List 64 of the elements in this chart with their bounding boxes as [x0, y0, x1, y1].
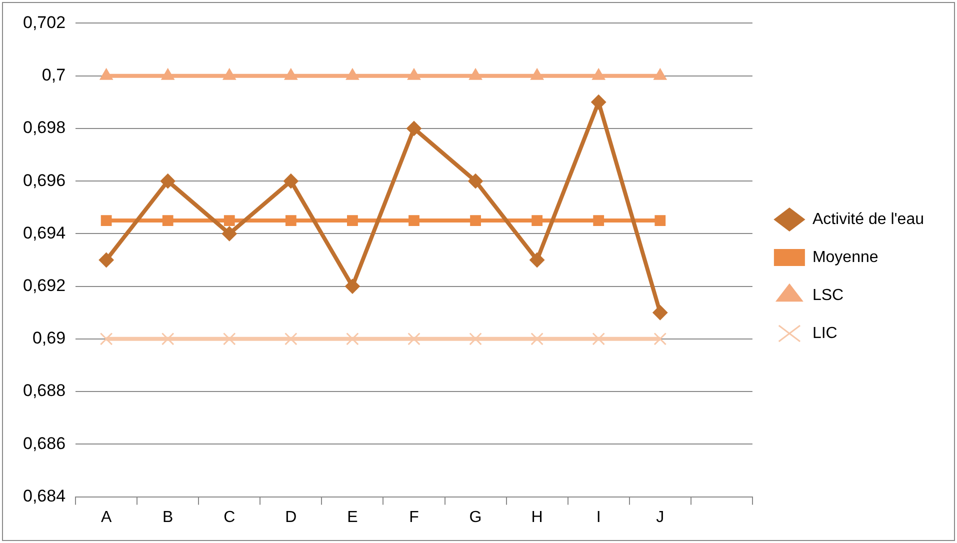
point — [100, 215, 112, 226]
x-tick-label: C — [224, 508, 236, 526]
point — [592, 332, 606, 346]
legend-label: Moyenne — [812, 248, 878, 266]
point — [408, 332, 420, 346]
y-tick-label: 0,692 — [22, 276, 66, 295]
legend-label: Activité de l'eau — [812, 210, 924, 228]
point — [222, 226, 237, 242]
point — [284, 68, 298, 80]
point — [98, 252, 114, 268]
x-tick-label: J — [656, 508, 664, 526]
point — [652, 305, 668, 320]
point — [468, 174, 484, 189]
point — [344, 278, 360, 294]
y-tick-label: 0,696 — [22, 170, 66, 190]
point — [162, 215, 174, 226]
point — [530, 68, 544, 80]
point — [468, 68, 482, 80]
point — [160, 174, 176, 189]
point — [347, 215, 358, 226]
point — [100, 332, 113, 346]
point — [592, 68, 606, 80]
y-tick-label: 0,7 — [42, 66, 66, 85]
point — [530, 332, 544, 346]
point — [224, 215, 235, 226]
point — [222, 332, 236, 346]
y-tick-label: 0,684 — [22, 486, 66, 506]
x-tick-label: F — [409, 508, 420, 526]
point — [406, 120, 422, 136]
legend-label: LIC — [812, 324, 838, 342]
point — [591, 94, 606, 110]
x-tick-label: H — [531, 508, 543, 526]
point — [346, 68, 360, 80]
point — [593, 215, 604, 226]
point — [654, 215, 666, 226]
y-tick-label: 0,69 — [32, 328, 66, 348]
point — [283, 174, 298, 189]
point — [346, 332, 359, 346]
point — [530, 252, 545, 268]
y-tick-label: 0,686 — [22, 434, 66, 453]
point — [285, 215, 296, 226]
point — [470, 215, 481, 226]
x-tick-label: E — [347, 508, 358, 526]
y-tick-label: 0,698 — [22, 118, 66, 138]
point — [407, 68, 421, 80]
y-tick-label: 0,694 — [22, 223, 66, 242]
point — [161, 332, 174, 346]
point — [408, 215, 420, 226]
x-tick-label: B — [162, 508, 174, 526]
point — [654, 68, 667, 80]
y-tick-label: 0,702 — [22, 12, 66, 32]
point — [161, 68, 174, 80]
legend-label: LSC — [812, 286, 844, 304]
x-tick-label: G — [469, 508, 482, 526]
point — [469, 332, 482, 346]
x-tick-label: I — [596, 508, 601, 526]
point — [222, 68, 236, 80]
x-tick-label: A — [100, 508, 112, 526]
point — [654, 332, 667, 346]
point — [284, 332, 298, 346]
x-tick-label: D — [285, 508, 297, 526]
y-tick-label: 0,688 — [22, 381, 66, 400]
point — [100, 68, 113, 80]
point — [532, 215, 543, 226]
